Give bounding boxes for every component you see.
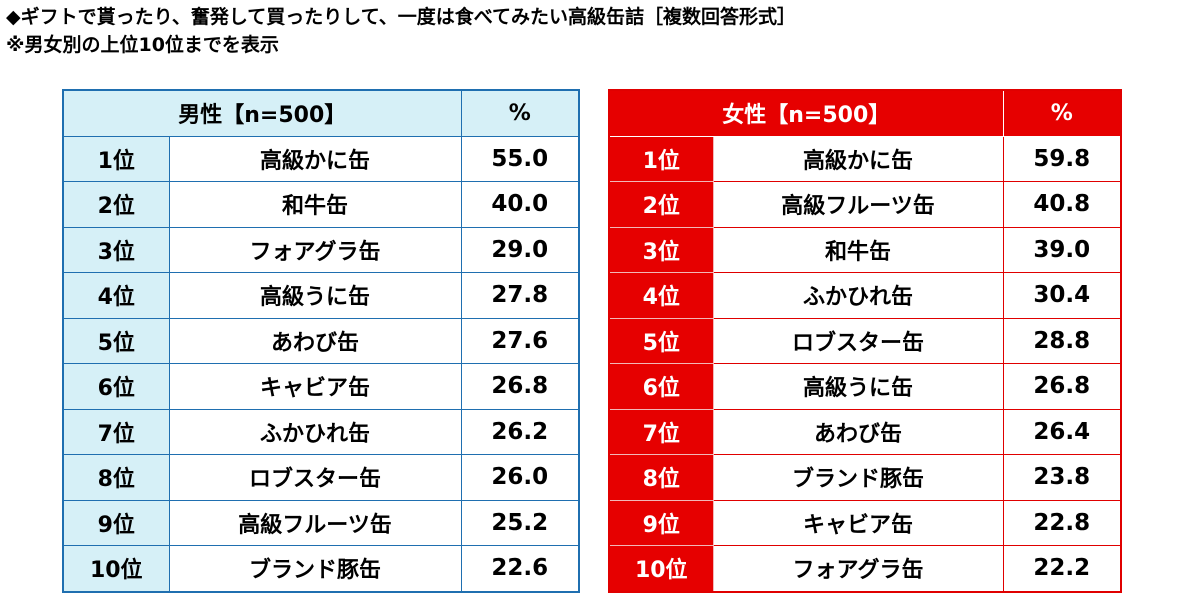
male-header-row: 男性【n=500】 %	[62, 89, 580, 137]
female-table-row: 6位 高級うに缶 26.8	[608, 363, 1122, 410]
male-table-row: 8位 ロブスター缶 26.0	[62, 454, 580, 501]
male-rank-cell: 8位	[62, 454, 170, 501]
male-item-name-cell: 高級フルーツ缶	[168, 499, 462, 546]
male-percent-value-cell: 27.8	[460, 272, 580, 319]
female-item-name-cell: ふかひれ缶	[712, 272, 1004, 319]
male-rank-cell: 1位	[62, 135, 170, 182]
male-header-label: 男性【n=500】	[62, 89, 462, 137]
female-percent-value-cell: 39.0	[1002, 226, 1122, 273]
female-rank-cell: 6位	[608, 363, 714, 410]
male-percent-value-cell: 26.8	[460, 363, 580, 410]
male-item-name-cell: ブランド豚缶	[168, 545, 462, 592]
male-item-name-cell: キャビア缶	[168, 363, 462, 410]
female-table-row: 9位 キャビア缶 22.8	[608, 499, 1122, 546]
male-table-row: 4位 高級うに缶 27.8	[62, 272, 580, 319]
male-item-name-cell: ふかひれ缶	[168, 408, 462, 455]
female-rank-cell: 7位	[608, 408, 714, 455]
male-rank-cell: 10位	[62, 545, 170, 592]
female-table-row: 8位 ブランド豚缶 23.8	[608, 454, 1122, 501]
female-table-row: 10位 フォアグラ缶 22.2	[608, 545, 1122, 592]
female-percent-value-cell: 22.2	[1002, 545, 1122, 592]
female-percent-header: %	[1002, 89, 1122, 137]
female-ranking-table: 女性【n=500】 % 1位 高級かに缶 59.8 2位 高級フルーツ缶 40.8 3位 和牛…	[608, 89, 1122, 593]
female-percent-value-cell: 40.8	[1002, 181, 1122, 228]
male-table-row: 3位 フォアグラ缶 29.0	[62, 226, 580, 273]
female-percent-value-cell: 28.8	[1002, 317, 1122, 364]
male-rank-cell: 5位	[62, 317, 170, 364]
female-rank-cell: 5位	[608, 317, 714, 364]
female-table-row: 4位 ふかひれ缶 30.4	[608, 272, 1122, 319]
female-table-row: 2位 高級フルーツ缶 40.8	[608, 181, 1122, 228]
male-item-name-cell: 高級うに缶	[168, 272, 462, 319]
female-table-row: 7位 あわび缶 26.4	[608, 408, 1122, 455]
male-rank-cell: 4位	[62, 272, 170, 319]
male-percent-value-cell: 40.0	[460, 181, 580, 228]
male-table-row: 2位 和牛缶 40.0	[62, 181, 580, 228]
female-item-name-cell: ロブスター缶	[712, 317, 1004, 364]
female-percent-value-cell: 59.8	[1002, 135, 1122, 182]
female-item-name-cell: あわび缶	[712, 408, 1004, 455]
female-table-row: 3位 和牛缶 39.0	[608, 226, 1122, 273]
male-item-name-cell: ロブスター缶	[168, 454, 462, 501]
male-table-row: 1位 高級かに缶 55.0	[62, 135, 580, 182]
female-table-row: 5位 ロブスター缶 28.8	[608, 317, 1122, 364]
female-header-label: 女性【n=500】	[608, 89, 1004, 137]
male-percent-value-cell: 27.6	[460, 317, 580, 364]
female-percent-value-cell: 26.8	[1002, 363, 1122, 410]
male-rank-cell: 7位	[62, 408, 170, 455]
chart-subtitle: ※男女別の上位10位までを表示	[6, 34, 279, 56]
male-item-name-cell: 和牛缶	[168, 181, 462, 228]
male-table-row: 5位 あわび缶 27.6	[62, 317, 580, 364]
female-percent-value-cell: 26.4	[1002, 408, 1122, 455]
female-rank-cell: 2位	[608, 181, 714, 228]
female-percent-value-cell: 22.8	[1002, 499, 1122, 546]
male-percent-value-cell: 29.0	[460, 226, 580, 273]
male-percent-value-cell: 22.6	[460, 545, 580, 592]
female-rank-cell: 9位	[608, 499, 714, 546]
male-table-row: 10位 ブランド豚缶 22.6	[62, 545, 580, 592]
female-item-name-cell: キャビア缶	[712, 499, 1004, 546]
female-rank-cell: 8位	[608, 454, 714, 501]
male-ranking-table: 男性【n=500】 % 1位 高級かに缶 55.0 2位 和牛缶 40.0 3位 フォアグラ缶…	[62, 89, 580, 593]
male-rank-cell: 2位	[62, 181, 170, 228]
female-rank-cell: 10位	[608, 545, 714, 592]
female-item-name-cell: 高級かに缶	[712, 135, 1004, 182]
female-rank-cell: 4位	[608, 272, 714, 319]
male-rank-cell: 6位	[62, 363, 170, 410]
male-item-name-cell: 高級かに缶	[168, 135, 462, 182]
female-rank-cell: 3位	[608, 226, 714, 273]
female-percent-value-cell: 30.4	[1002, 272, 1122, 319]
male-percent-header: %	[460, 89, 580, 137]
female-item-name-cell: 和牛缶	[712, 226, 1004, 273]
male-table-row: 9位 高級フルーツ缶 25.2	[62, 499, 580, 546]
female-header-row: 女性【n=500】 %	[608, 89, 1122, 137]
female-rank-cell: 1位	[608, 135, 714, 182]
male-rank-cell: 9位	[62, 499, 170, 546]
chart-title: ◆ギフトで貰ったり、奮発して買ったりして、一度は食べてみたい高級缶詰［複数回答形…	[6, 6, 797, 28]
male-table-row: 7位 ふかひれ缶 26.2	[62, 408, 580, 455]
female-item-name-cell: ブランド豚缶	[712, 454, 1004, 501]
male-percent-value-cell: 25.2	[460, 499, 580, 546]
female-percent-value-cell: 23.8	[1002, 454, 1122, 501]
male-percent-value-cell: 26.2	[460, 408, 580, 455]
female-item-name-cell: フォアグラ缶	[712, 545, 1004, 592]
male-percent-value-cell: 55.0	[460, 135, 580, 182]
male-item-name-cell: あわび缶	[168, 317, 462, 364]
female-item-name-cell: 高級フルーツ缶	[712, 181, 1004, 228]
male-table-row: 6位 キャビア缶 26.8	[62, 363, 580, 410]
female-item-name-cell: 高級うに缶	[712, 363, 1004, 410]
female-table-row: 1位 高級かに缶 59.8	[608, 135, 1122, 182]
male-percent-value-cell: 26.0	[460, 454, 580, 501]
male-item-name-cell: フォアグラ缶	[168, 226, 462, 273]
male-rank-cell: 3位	[62, 226, 170, 273]
